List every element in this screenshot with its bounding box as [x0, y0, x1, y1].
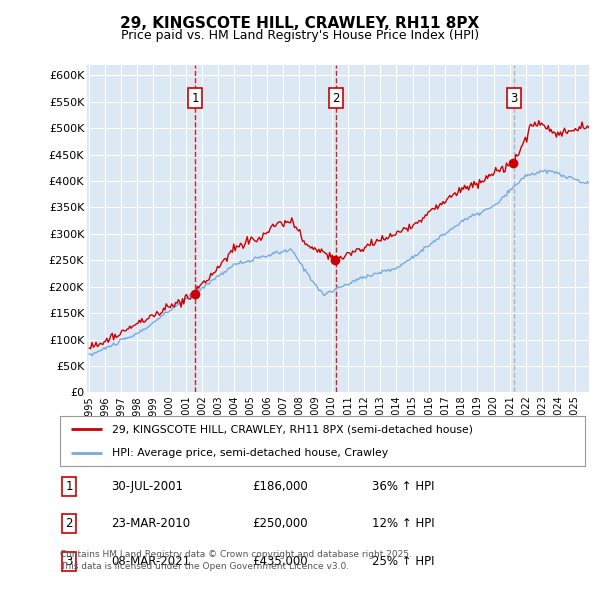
- Text: 29, KINGSCOTE HILL, CRAWLEY, RH11 8PX (semi-detached house): 29, KINGSCOTE HILL, CRAWLEY, RH11 8PX (s…: [113, 424, 473, 434]
- Text: 36% ↑ HPI: 36% ↑ HPI: [372, 480, 434, 493]
- Text: 08-MAR-2021: 08-MAR-2021: [111, 555, 190, 568]
- Text: 29, KINGSCOTE HILL, CRAWLEY, RH11 8PX: 29, KINGSCOTE HILL, CRAWLEY, RH11 8PX: [121, 16, 479, 31]
- Text: Price paid vs. HM Land Registry's House Price Index (HPI): Price paid vs. HM Land Registry's House …: [121, 30, 479, 42]
- Text: Contains HM Land Registry data © Crown copyright and database right 2025.
This d: Contains HM Land Registry data © Crown c…: [60, 550, 412, 571]
- Text: 1: 1: [191, 91, 199, 104]
- Text: 3: 3: [65, 555, 73, 568]
- Text: HPI: Average price, semi-detached house, Crawley: HPI: Average price, semi-detached house,…: [113, 448, 389, 458]
- Text: 3: 3: [510, 91, 518, 104]
- Text: 1: 1: [65, 480, 73, 493]
- Text: 23-MAR-2010: 23-MAR-2010: [111, 517, 190, 530]
- Text: £250,000: £250,000: [252, 517, 308, 530]
- Text: 25% ↑ HPI: 25% ↑ HPI: [372, 555, 434, 568]
- Text: 2: 2: [65, 517, 73, 530]
- Text: £186,000: £186,000: [252, 480, 308, 493]
- Text: £435,000: £435,000: [252, 555, 308, 568]
- Text: 30-JUL-2001: 30-JUL-2001: [111, 480, 183, 493]
- Text: 2: 2: [332, 91, 340, 104]
- Text: 12% ↑ HPI: 12% ↑ HPI: [372, 517, 434, 530]
